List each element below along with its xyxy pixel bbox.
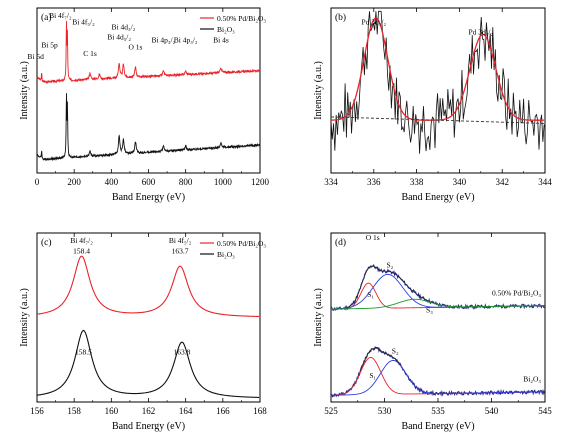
legend-label: 0.50% Pd/Bi₂O₃ (217, 14, 266, 23)
peak-annotation: Bi 5p (41, 41, 58, 50)
panel-label: (c) (41, 237, 52, 248)
peak-annotation: Pd 3d₅/₂ (361, 18, 386, 27)
peak-label: 163.8 (174, 348, 191, 357)
peak-annotation: Bi 4p₃/₂ (151, 36, 175, 45)
x-tick-label: 338 (410, 177, 424, 187)
panel-a: 0 200 400 600 800 1000 1200 Band Energy (eV) Int… (19, 7, 270, 203)
panel-b: 334 336 338 340 342 344 Band Energy (eV) Intens… (313, 7, 552, 203)
panel-d: 525 530 535 540 545 Band Energy (eV) Intensity… (313, 232, 552, 432)
component-label: S₂ (386, 261, 393, 270)
x-tick-label: 168 (253, 406, 267, 416)
peak-label: Bi 4f₅/₂ (169, 236, 192, 245)
x-tick-label: 156 (30, 406, 44, 416)
peak-annotation: Bi 4s (213, 36, 229, 45)
peak-annotation: Bi 4f₅/₂ (72, 18, 95, 27)
legend-label: Bi₂O₃ (217, 25, 235, 34)
envelope-fit (330, 265, 545, 310)
fit-curve (330, 17, 544, 121)
peak-label: Bi 4f₇/₂ (70, 236, 93, 245)
x-tick-label: 162 (142, 406, 156, 416)
x-tick-label: 200 (67, 177, 81, 187)
component-label: S₃ (426, 305, 433, 314)
x-tick-label: 164 (179, 406, 193, 416)
peak-annotation: Bi 4p₃/₂ (174, 36, 198, 45)
x-tick-label: 160 (105, 406, 119, 416)
x-tick-label: 166 (216, 406, 230, 416)
peak-annotation: O 1s (129, 42, 143, 51)
panel-c: 156 158 160 162 164 166 168 Band Energy (eV) Int… (19, 232, 267, 432)
y-axis-label: Intensity (a.u.) (19, 61, 30, 120)
x-tick-label: 400 (105, 177, 119, 187)
x-tick-label: 525 (324, 406, 338, 416)
plot-frame (330, 232, 546, 403)
peak-annotation: Bi 4d₃/₂ (112, 22, 136, 31)
x-tick-label: 600 (142, 177, 156, 187)
x-tick-label: 800 (179, 177, 193, 187)
peak-label: 163.7 (172, 246, 189, 255)
component-label: S₁ (369, 371, 376, 380)
plot-frame (330, 7, 546, 174)
x-tick-label: 1200 (251, 177, 270, 187)
x-axis-label: Band Energy (eV) (112, 421, 185, 432)
x-tick-label: 1000 (214, 177, 233, 187)
component-curve (330, 360, 545, 396)
legend-label: 0.50% Pd/Bi₂O₃ (217, 239, 266, 248)
x-tick-label: 540 (485, 406, 499, 416)
x-tick-label: 340 (453, 177, 467, 187)
panel-label: (d) (335, 237, 346, 248)
y-axis-label: Intensity (a.u.) (313, 288, 324, 347)
x-tick-label: 530 (378, 406, 392, 416)
peak-annotation: Bi 4f₇/₂ (49, 11, 72, 20)
component-label: S₁ (367, 290, 374, 299)
group-label: Bi₂O₃ (523, 375, 541, 384)
group-label: 0.50% Pd/Bi₂O₃ (492, 289, 541, 298)
x-tick-label: 334 (324, 177, 338, 187)
peak-annotation: Bi 4d₅/₂ (107, 32, 131, 41)
background-line (330, 116, 546, 124)
x-tick-label: 344 (538, 177, 552, 187)
raw-spectrum (330, 10, 545, 154)
peak-label: 158.5 (75, 348, 92, 357)
envelope-fit (330, 347, 545, 396)
panel-label: (a) (41, 12, 52, 23)
series-line (36, 93, 261, 162)
y-axis-label: Intensity (a.u.) (313, 61, 324, 120)
panel-label: (b) (335, 12, 346, 23)
component-label: S₂ (392, 347, 399, 356)
x-axis-label: Band Energy (eV) (401, 421, 474, 432)
series-line (36, 20, 261, 85)
peak-annotation: Bi 5d (27, 52, 44, 61)
x-tick-label: 535 (431, 406, 445, 416)
legend-label: Bi₂O₃ (217, 250, 235, 259)
peak-label: 158.4 (73, 246, 90, 255)
peak-annotation: Pd 3d₃/₂ (468, 27, 493, 36)
x-axis-label: Band Energy (eV) (401, 192, 474, 203)
x-axis-label: Band Energy (eV) (112, 192, 185, 203)
x-tick-label: 545 (538, 406, 552, 416)
y-axis-label: Intensity (a.u.) (19, 288, 30, 347)
component-curve (330, 298, 545, 310)
peak-annotation: O 1s (366, 233, 380, 242)
series-line (36, 329, 260, 398)
series-line (36, 255, 260, 318)
x-tick-label: 342 (495, 177, 509, 187)
x-tick-label: 0 (35, 177, 40, 187)
peak-annotation: C 1s (83, 49, 97, 58)
raw-spectrum (330, 346, 545, 398)
x-tick-label: 336 (367, 177, 381, 187)
x-tick-label: 158 (67, 406, 81, 416)
